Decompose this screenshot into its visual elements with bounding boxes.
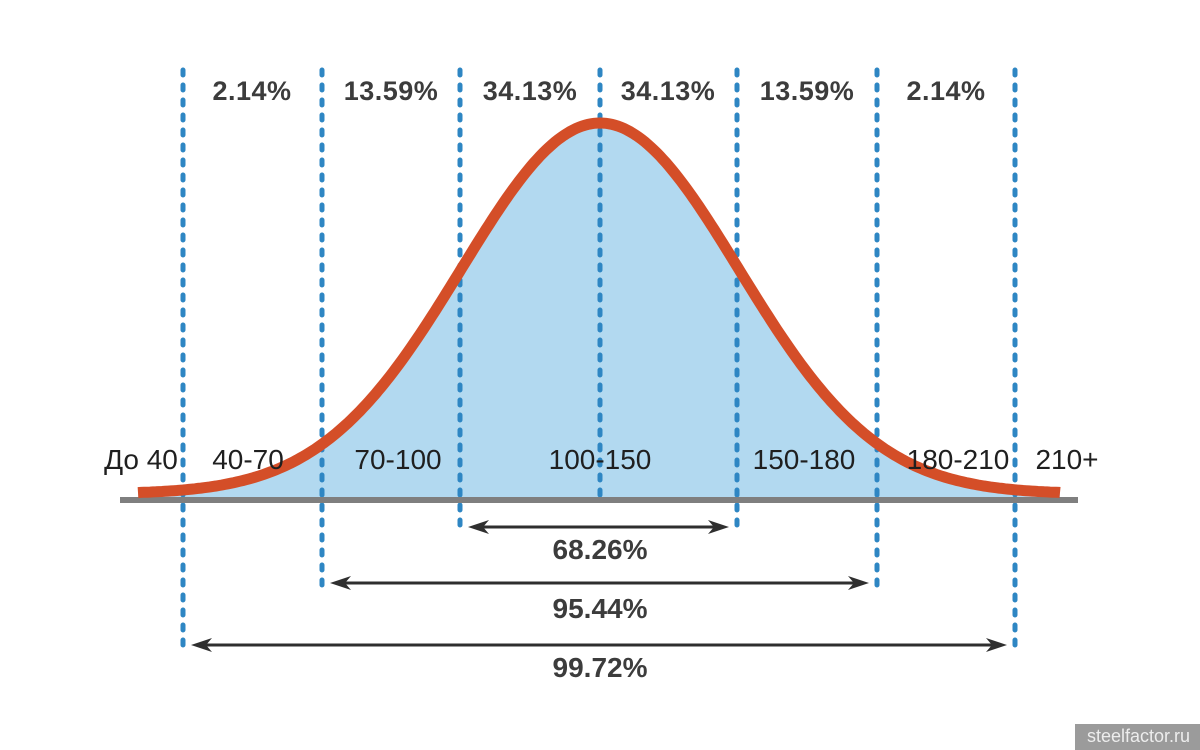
region-percentage-label: 2.14% bbox=[212, 76, 292, 106]
x-interval-label: 70-100 bbox=[354, 444, 442, 475]
x-interval-label: 100-150 bbox=[548, 444, 652, 475]
region-percentage-label: 34.13% bbox=[620, 76, 716, 106]
cumulative-range-label: 95.44% bbox=[552, 593, 648, 624]
watermark-label: steelfactor.ru bbox=[1074, 724, 1200, 750]
x-interval-label: 40-70 bbox=[212, 444, 284, 475]
region-percentage-label: 2.14% bbox=[906, 76, 986, 106]
region-percentage-label: 13.59% bbox=[759, 76, 855, 106]
region-percentage-label: 13.59% bbox=[343, 76, 439, 106]
x-interval-label: 180-210 bbox=[906, 444, 1010, 475]
x-interval-label: До 40 bbox=[104, 444, 178, 475]
x-interval-label: 210+ bbox=[1035, 444, 1099, 475]
region-percentage-label: 34.13% bbox=[482, 76, 578, 106]
cumulative-range-label: 68.26% bbox=[552, 534, 648, 565]
cumulative-range-label: 99.72% bbox=[552, 652, 648, 683]
x-interval-label: 150-180 bbox=[752, 444, 856, 475]
